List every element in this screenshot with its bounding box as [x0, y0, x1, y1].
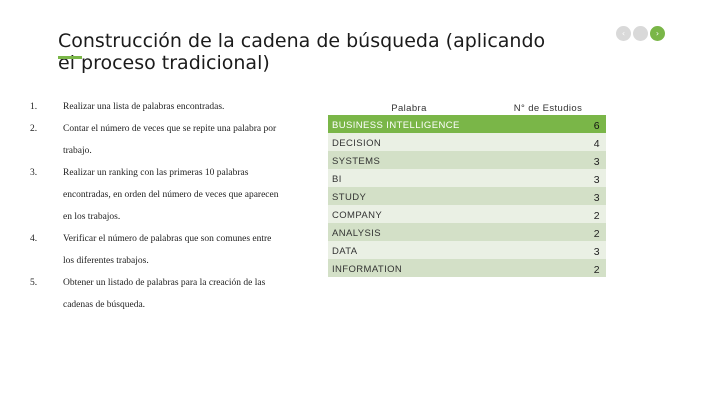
table-row: DATA 3	[328, 241, 606, 259]
table-row: BUSINESS INTELLIGENCE 6	[328, 115, 606, 133]
step-text: Verificar el número de palabras que son …	[63, 234, 272, 266]
prev-slide-icon: ‹	[621, 29, 626, 38]
table-row: COMPANY 2	[328, 205, 606, 223]
step-text: Contar el número de veces que se repite …	[63, 124, 277, 156]
word-cell: DATA	[328, 241, 490, 259]
count-cell: 4	[490, 133, 606, 151]
step-text: Obtener un listado de palabras para la c…	[63, 278, 266, 310]
count-cell: 3	[490, 187, 606, 205]
header-study-count: N° de Estudios	[490, 102, 606, 115]
table-row: INFORMATION 2	[328, 259, 606, 277]
count-cell: 3	[490, 151, 606, 169]
home-button[interactable]	[633, 26, 648, 41]
table-row: DECISION 4	[328, 133, 606, 151]
word-cell: BI	[328, 169, 490, 187]
prev-slide-button[interactable]: ‹	[616, 26, 631, 41]
table-header: Palabra N° de Estudios	[328, 102, 606, 115]
slide-title: Construcción de la cadena de búsqueda (a…	[58, 30, 546, 74]
word-frequency-table: Palabra N° de Estudios BUSINESS INTELLIG…	[328, 102, 606, 277]
step-text: Realizar un ranking con las primeras 10 …	[63, 168, 279, 222]
step-number: 3.	[30, 168, 38, 178]
step-number: 2.	[30, 124, 38, 134]
next-slide-button[interactable]: ›	[650, 26, 665, 41]
word-cell: INFORMATION	[328, 259, 490, 277]
step-text: Realizar una lista de palabras encontrad…	[63, 102, 225, 112]
count-cell: 2	[490, 205, 606, 223]
table-row: ANALYSIS 2	[328, 223, 606, 241]
count-cell: 3	[490, 241, 606, 259]
word-cell: DECISION	[328, 133, 490, 151]
step-number: 1.	[30, 102, 38, 112]
table-row: STUDY 3	[328, 187, 606, 205]
word-cell: ANALYSIS	[328, 223, 490, 241]
table-row: BI 3	[328, 169, 606, 187]
word-cell: STUDY	[328, 187, 490, 205]
step-number: 5.	[30, 278, 38, 288]
slide-navigation: ‹ ›	[616, 26, 666, 42]
process-steps-list: 1. Realizar una lista de palabras encontr…	[30, 96, 280, 316]
list-item: 1. Realizar una lista de palabras encontr…	[30, 96, 280, 118]
step-number: 4.	[30, 234, 38, 244]
list-item: 3. Realizar un ranking con las primeras 1…	[30, 162, 280, 228]
count-cell: 2	[490, 223, 606, 241]
word-cell: BUSINESS INTELLIGENCE	[328, 115, 490, 133]
table-row: SYSTEMS 3	[328, 151, 606, 169]
count-cell: 3	[490, 169, 606, 187]
header-word: Palabra	[328, 102, 490, 115]
list-item: 5. Obtener un listado de palabras para la…	[30, 272, 280, 316]
list-item: 2. Contar el número de veces que se repit…	[30, 118, 280, 162]
list-item: 4. Verificar el número de palabras que so…	[30, 228, 280, 272]
title-accent-line	[58, 56, 82, 59]
count-cell: 6	[490, 115, 606, 133]
word-cell: SYSTEMS	[328, 151, 490, 169]
word-cell: COMPANY	[328, 205, 490, 223]
home-icon	[633, 26, 648, 41]
count-cell: 2	[490, 259, 606, 277]
next-slide-icon: ›	[655, 29, 660, 38]
